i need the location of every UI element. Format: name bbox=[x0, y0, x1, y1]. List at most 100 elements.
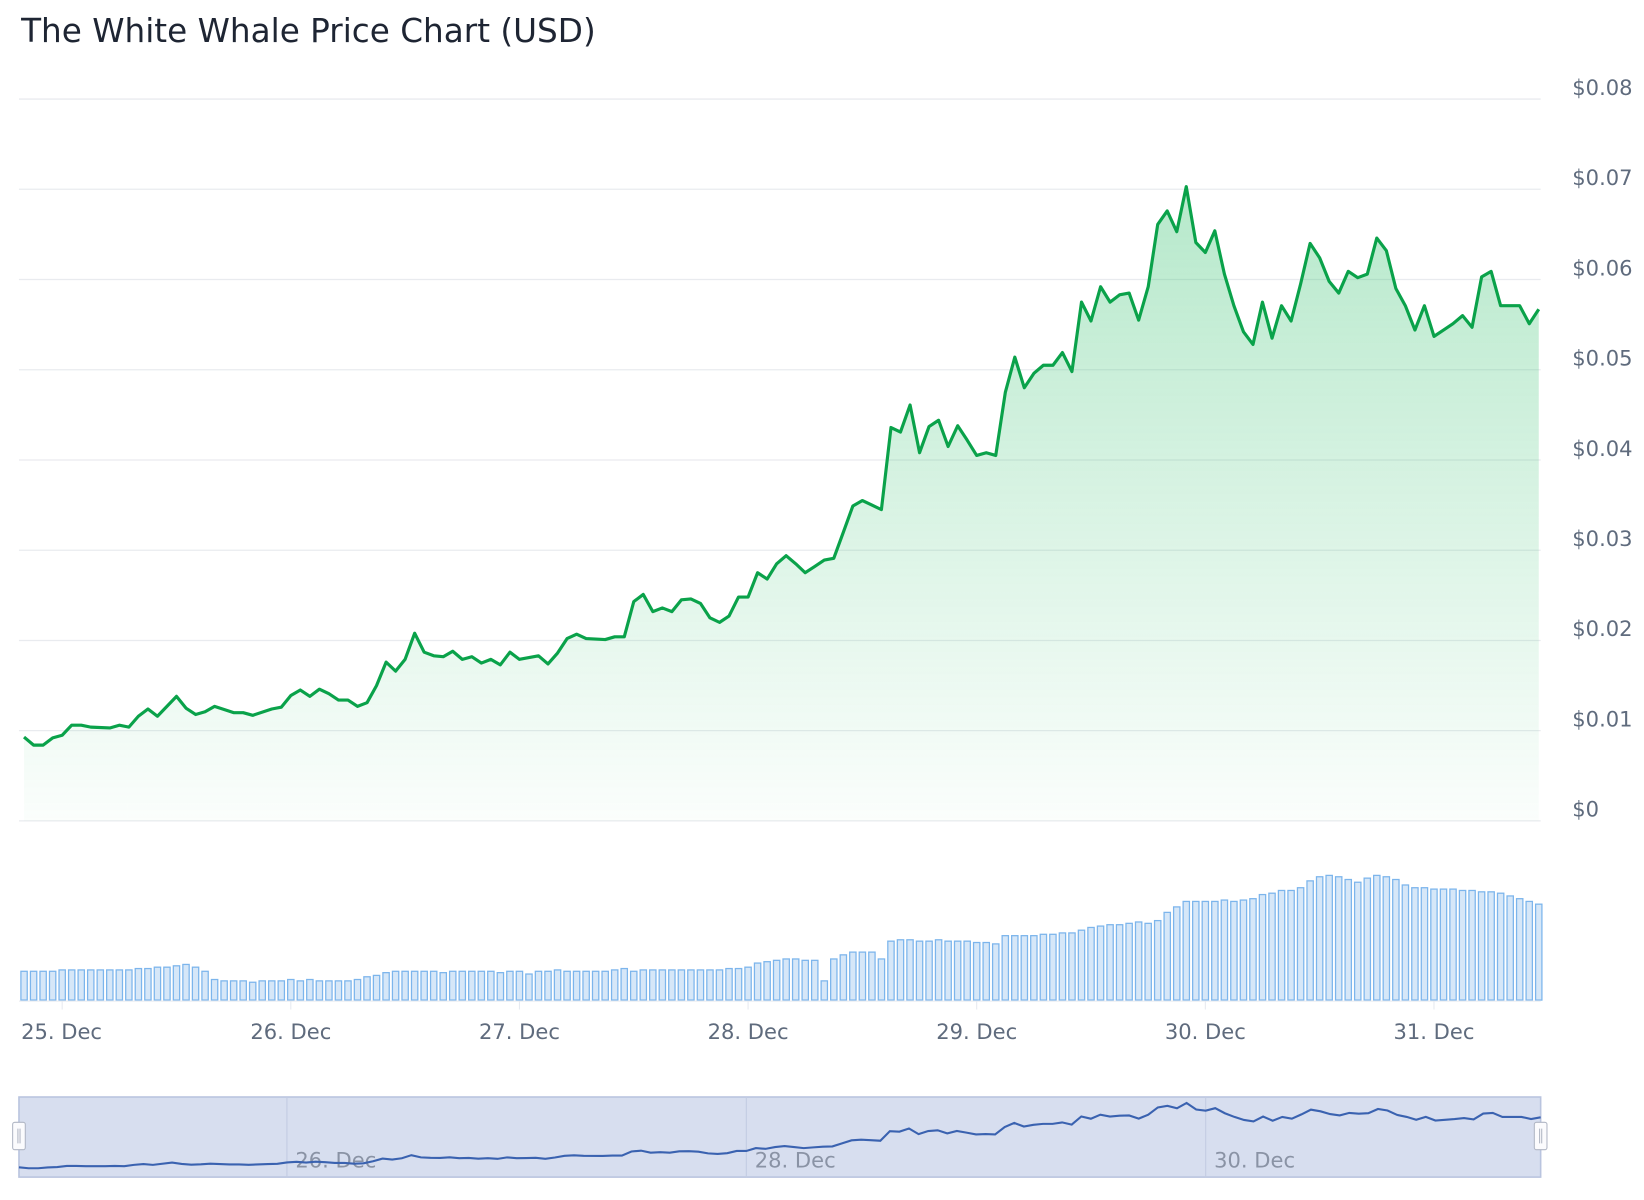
navigator[interactable]: 26. Dec 28. Dec 30. Dec bbox=[12, 1096, 1548, 1178]
price-point[interactable] bbox=[105, 723, 116, 734]
price-point[interactable] bbox=[1486, 266, 1497, 277]
price-point[interactable] bbox=[1152, 219, 1163, 230]
price-point[interactable] bbox=[552, 648, 563, 659]
price-point[interactable] bbox=[943, 441, 954, 452]
price-point[interactable] bbox=[209, 701, 220, 712]
price-point[interactable] bbox=[514, 654, 525, 665]
price-point[interactable] bbox=[447, 646, 458, 657]
price-point[interactable] bbox=[819, 555, 830, 566]
price-point[interactable] bbox=[1229, 300, 1240, 311]
price-point[interactable] bbox=[57, 730, 68, 741]
price-point[interactable] bbox=[829, 553, 840, 564]
price-point[interactable] bbox=[1533, 304, 1544, 315]
price-point[interactable] bbox=[905, 400, 916, 411]
price-point[interactable] bbox=[1124, 288, 1135, 299]
price-point[interactable] bbox=[505, 647, 516, 658]
price-point[interactable] bbox=[1524, 318, 1535, 329]
price-point[interactable] bbox=[1429, 331, 1440, 342]
price-point[interactable] bbox=[1086, 316, 1097, 327]
price-point[interactable] bbox=[962, 435, 973, 446]
price-point[interactable] bbox=[495, 660, 506, 671]
price-point[interactable] bbox=[933, 415, 944, 426]
price-point[interactable] bbox=[1095, 281, 1106, 292]
price-point[interactable] bbox=[247, 710, 258, 721]
price-point[interactable] bbox=[1286, 316, 1297, 327]
price-point[interactable] bbox=[1114, 290, 1125, 301]
price-point[interactable] bbox=[914, 447, 925, 458]
price-point[interactable] bbox=[657, 603, 668, 614]
price-point[interactable] bbox=[1171, 226, 1182, 237]
price-point[interactable] bbox=[1333, 288, 1344, 299]
price-point[interactable] bbox=[1133, 315, 1144, 326]
price-point[interactable] bbox=[1448, 318, 1459, 329]
price-point[interactable] bbox=[600, 634, 611, 645]
price-point[interactable] bbox=[581, 633, 592, 644]
price-point[interactable] bbox=[1143, 281, 1154, 292]
price-point[interactable] bbox=[1410, 325, 1421, 336]
price-point[interactable] bbox=[1343, 266, 1354, 277]
price-point[interactable] bbox=[457, 654, 468, 665]
price-point[interactable] bbox=[200, 706, 211, 717]
price-point[interactable] bbox=[895, 427, 906, 438]
price-point[interactable] bbox=[1295, 279, 1306, 290]
price-point[interactable] bbox=[314, 684, 325, 695]
price-point[interactable] bbox=[76, 720, 87, 731]
price-point[interactable] bbox=[724, 611, 735, 622]
price-point[interactable] bbox=[1019, 383, 1030, 394]
price-point[interactable] bbox=[543, 659, 554, 670]
price-point[interactable] bbox=[1162, 206, 1173, 217]
price-point[interactable] bbox=[181, 703, 192, 714]
price-point[interactable] bbox=[19, 732, 30, 743]
price-point[interactable] bbox=[1238, 327, 1249, 338]
price-point[interactable] bbox=[1362, 269, 1373, 280]
price-point[interactable] bbox=[867, 500, 878, 511]
navigator-left-handle[interactable] bbox=[12, 1121, 26, 1151]
price-point[interactable] bbox=[971, 450, 982, 461]
price-point[interactable] bbox=[686, 594, 697, 605]
price-point[interactable] bbox=[1105, 297, 1116, 308]
price-point[interactable] bbox=[609, 632, 620, 643]
price-point[interactable] bbox=[38, 740, 49, 751]
price-point[interactable] bbox=[1352, 272, 1363, 283]
price-point[interactable] bbox=[381, 657, 392, 668]
price-point[interactable] bbox=[1057, 347, 1068, 358]
price-point[interactable] bbox=[266, 704, 277, 715]
price-point[interactable] bbox=[571, 629, 582, 640]
price-point[interactable] bbox=[628, 596, 639, 607]
price-point[interactable] bbox=[438, 651, 449, 662]
price-point[interactable] bbox=[1372, 233, 1383, 244]
price-point[interactable] bbox=[1514, 300, 1525, 311]
price-point[interactable] bbox=[352, 701, 363, 712]
price-point[interactable] bbox=[486, 654, 497, 665]
price-point[interactable] bbox=[762, 574, 773, 585]
price-point[interactable] bbox=[1029, 368, 1040, 379]
price-point[interactable] bbox=[981, 447, 992, 458]
price-point[interactable] bbox=[1210, 226, 1221, 237]
price-point[interactable] bbox=[371, 680, 382, 691]
price-point[interactable] bbox=[152, 711, 163, 722]
price-point[interactable] bbox=[695, 598, 706, 609]
price-point[interactable] bbox=[276, 702, 287, 713]
price-point[interactable] bbox=[619, 632, 630, 643]
price-point[interactable] bbox=[705, 613, 716, 624]
price-point[interactable] bbox=[1067, 366, 1078, 377]
price-point[interactable] bbox=[1038, 360, 1049, 371]
price-point[interactable] bbox=[714, 617, 725, 628]
price-point[interactable] bbox=[1191, 237, 1202, 248]
price-point[interactable] bbox=[562, 633, 573, 644]
price-point[interactable] bbox=[1438, 325, 1449, 336]
price-point[interactable] bbox=[848, 501, 859, 512]
price-point[interactable] bbox=[1276, 300, 1287, 311]
price-point[interactable] bbox=[667, 606, 678, 617]
price-point[interactable] bbox=[781, 550, 792, 561]
price-point[interactable] bbox=[390, 666, 401, 677]
price-point[interactable] bbox=[1048, 360, 1059, 371]
price-point[interactable] bbox=[333, 695, 344, 706]
price-point[interactable] bbox=[66, 720, 77, 731]
price-point[interactable] bbox=[47, 733, 58, 744]
price-point[interactable] bbox=[857, 495, 868, 506]
price-point[interactable] bbox=[133, 711, 144, 722]
price-point[interactable] bbox=[419, 647, 430, 658]
price-point[interactable] bbox=[1219, 269, 1230, 280]
